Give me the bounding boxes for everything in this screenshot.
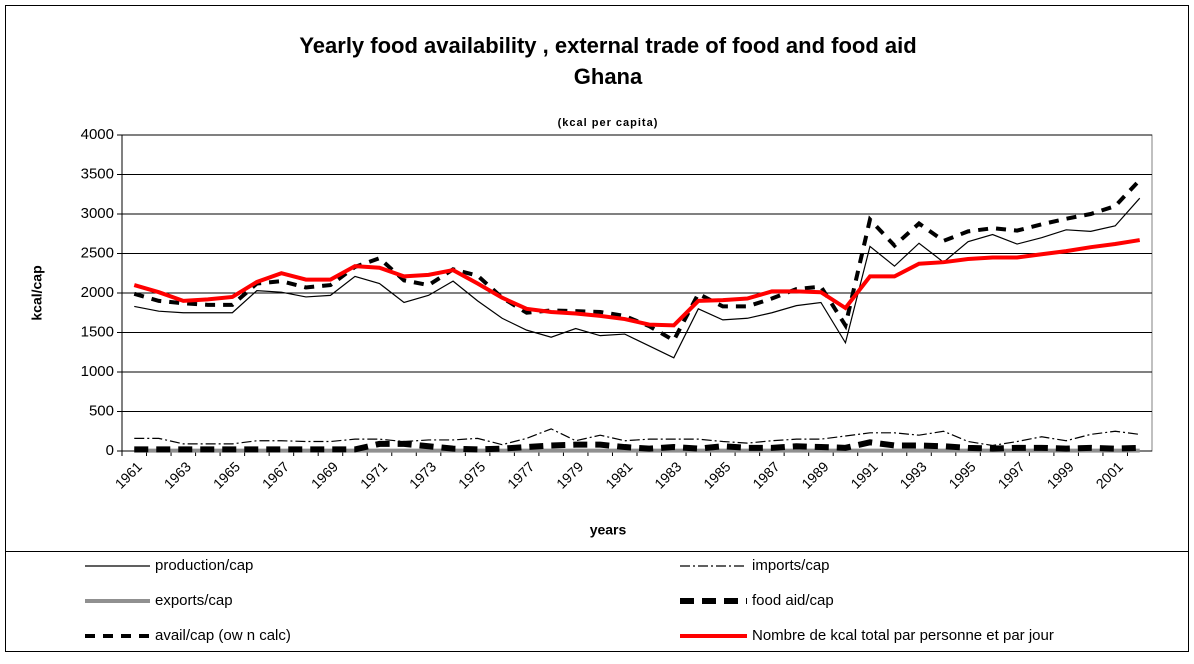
y-tick-label: 500 — [89, 402, 114, 419]
x-axis-label: years — [590, 522, 627, 538]
y-tick-label: 2500 — [81, 244, 114, 261]
y-tick-label: 3000 — [81, 205, 114, 222]
y-axis-label: kcal/cap — [29, 265, 45, 320]
series-line — [133, 238, 1141, 328]
legend-label: Nombre de kcal total par personne et par… — [752, 627, 1054, 644]
y-tick-label: 1000 — [81, 363, 114, 380]
legend-label: imports/cap — [752, 557, 830, 574]
chart-subtitle: Ghana — [574, 64, 643, 89]
series-line — [134, 439, 1140, 453]
y-tick-label: 3500 — [81, 165, 114, 182]
y-tick-label: 1500 — [81, 323, 114, 340]
series-line — [134, 428, 1140, 447]
series-line — [134, 197, 1141, 359]
chart-title: Yearly food availability , external trad… — [299, 33, 916, 58]
legend-label: exports/cap — [155, 592, 233, 609]
chart-note: (kcal per capita) — [558, 117, 659, 129]
legend-label: production/cap — [155, 557, 253, 574]
legend-label: avail/cap (ow n calc) — [155, 627, 291, 644]
y-tick-label: 4000 — [81, 126, 114, 143]
y-tick-label: 0 — [106, 442, 114, 459]
y-tick-label: 2000 — [81, 284, 114, 301]
legend-label: food aid/cap — [752, 592, 834, 609]
